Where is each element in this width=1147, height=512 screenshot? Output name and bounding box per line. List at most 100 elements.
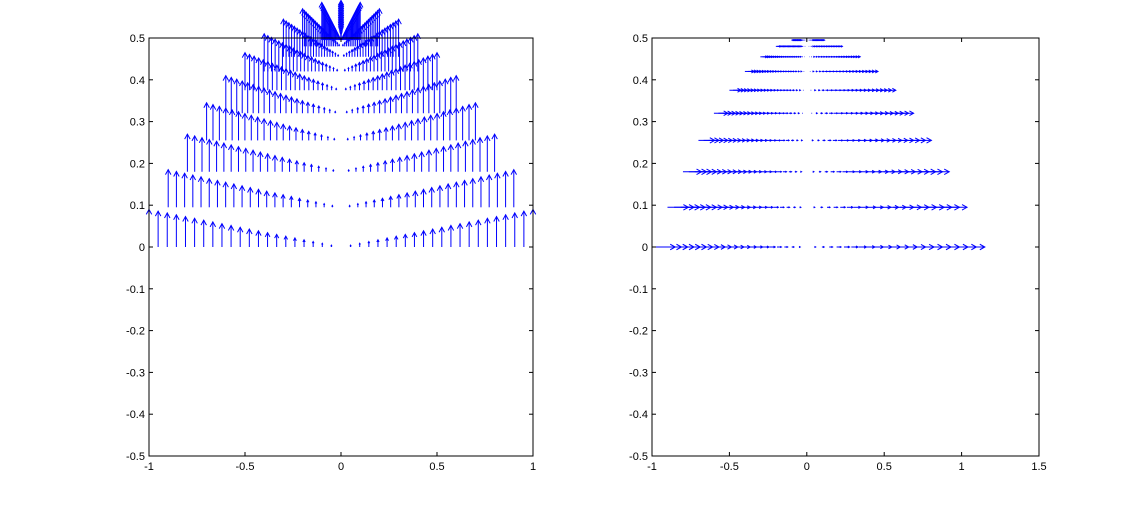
quiver-arrow-head (926, 137, 933, 144)
quiver-arrow-head (415, 58, 422, 66)
quiver-arrow (438, 226, 445, 247)
quiver-arrow-head (248, 114, 255, 121)
quiver-arrow-head (337, 53, 340, 57)
quiver-arrow-head (378, 28, 386, 36)
quiver-arrow-head (361, 165, 365, 169)
quiver-arrow-head (414, 117, 422, 125)
quiver-arrow (343, 68, 346, 72)
quiver-arrow-head (328, 64, 332, 68)
quiver-arrow (325, 83, 329, 91)
quiver-arrow (469, 138, 476, 172)
quiver-arrow (412, 190, 419, 208)
quiver-arrow-head (300, 128, 305, 134)
quiver-arrow-head (751, 69, 756, 74)
quiver-arrow (420, 188, 427, 208)
quiver-arrow (266, 88, 273, 114)
quiver-arrow-head (795, 45, 798, 48)
quiver-arrow-head (249, 149, 257, 156)
quiver-arrow-head (773, 88, 777, 92)
quiver-arrow-head (317, 165, 321, 169)
quiver-arrow-head (979, 243, 986, 251)
quiver-arrow-head (783, 139, 786, 142)
quiver-arrow-head (723, 110, 729, 116)
quiver-arrow-head (795, 55, 799, 58)
quiver-arrow-head (198, 136, 206, 143)
quiver-arrow-head (757, 88, 761, 93)
quiver-arrow-head (343, 41, 346, 45)
quiver-arrow-head (353, 135, 356, 139)
quiver-arrow (356, 106, 360, 114)
quiver-arrow (333, 137, 336, 141)
quiver-arrow (796, 139, 799, 142)
quiver-arrow (227, 224, 235, 247)
quiver-arrow-head (776, 55, 780, 59)
quiver-arrow-head (502, 170, 509, 177)
quiver-arrow-head (370, 76, 376, 82)
quiver-arrow-head (438, 226, 445, 233)
quiver-arrow (316, 59, 322, 72)
quiver-arrow-head (909, 110, 915, 116)
quiver-arrow-head (784, 45, 787, 48)
quiver-arrow-head (354, 63, 358, 67)
quiver-arrow (396, 156, 403, 172)
quiver-arrow (288, 96, 295, 114)
quiver-arrow-head (799, 206, 802, 209)
quiver-arrow-head (740, 244, 746, 250)
quiver-arrow-head (377, 128, 382, 134)
quiver-arrow (424, 55, 432, 91)
x-tick-label: 0.5 (877, 461, 892, 473)
quiver-arrow (414, 87, 422, 114)
quiver-arrow-head (782, 70, 786, 73)
quiver-arrow (337, 53, 340, 57)
quiver-arrow-head (418, 150, 425, 158)
quiver-arrow-head (330, 244, 333, 247)
quiver-arrow (461, 179, 468, 208)
quiver-arrow (667, 204, 690, 211)
quiver-arrow-head (280, 123, 287, 130)
quiver-arrow-head (676, 243, 683, 251)
quiver-arrow-head (361, 104, 365, 109)
quiver-arrow-head (429, 53, 436, 60)
quiver-arrow-head (228, 108, 236, 116)
quiver-arrow-head (154, 210, 162, 217)
left-axes-ticks: -1 -0.5 0 0.5 1-0.5-0.4-0.3-0.2-0.100.10.20.… (126, 33, 536, 473)
quiver-arrow-head (786, 245, 789, 249)
quiver-arrow (321, 242, 324, 247)
quiver-arrow (267, 119, 274, 141)
quiver-arrow-head (723, 204, 729, 211)
quiver-arrow-head (780, 70, 783, 73)
quiver-arrow (821, 245, 826, 249)
quiver-arrow (793, 206, 797, 209)
quiver-arrow (833, 206, 839, 209)
quiver-arrow-head (795, 89, 799, 92)
quiver-arrow-head (322, 106, 326, 110)
quiver-arrow (817, 45, 820, 48)
quiver-arrow (408, 119, 415, 141)
quiver-arrow-head (313, 39, 320, 46)
quiver-arrow-head (238, 184, 246, 191)
quiver-arrow (814, 245, 817, 249)
quiver-arrow-head (790, 70, 793, 73)
quiver-arrow-head (341, 43, 345, 46)
quiver-arrow (184, 133, 191, 172)
y-tick-label: -0.2 (629, 326, 648, 338)
quiver-arrow-head (753, 88, 758, 93)
quiver-arrow (824, 70, 829, 73)
quiver-arrow-head (820, 55, 824, 58)
quiver-arrow-head (381, 27, 389, 34)
quiver-arrow-head (272, 191, 278, 198)
y-tick-label: -0.4 (126, 409, 145, 421)
quiver-arrow-head (433, 147, 440, 154)
quiver-arrow (414, 117, 422, 141)
quiver-arrow (297, 197, 302, 208)
quiver-arrow-head (758, 111, 763, 115)
quiver-arrow-head (696, 168, 703, 175)
quiver-arrow-head (735, 204, 741, 210)
quiver-arrow-head (739, 110, 744, 116)
quiver-arrow (811, 139, 815, 142)
quiver-arrow (216, 105, 223, 141)
quiver-arrow (317, 165, 321, 172)
quiver-arrow-head (511, 211, 518, 219)
quiver-arrow (494, 172, 501, 208)
